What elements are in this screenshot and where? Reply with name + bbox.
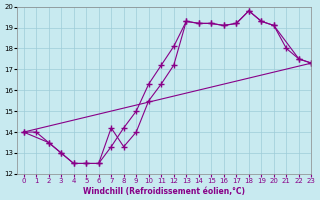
X-axis label: Windchill (Refroidissement éolien,°C): Windchill (Refroidissement éolien,°C) (84, 187, 245, 196)
